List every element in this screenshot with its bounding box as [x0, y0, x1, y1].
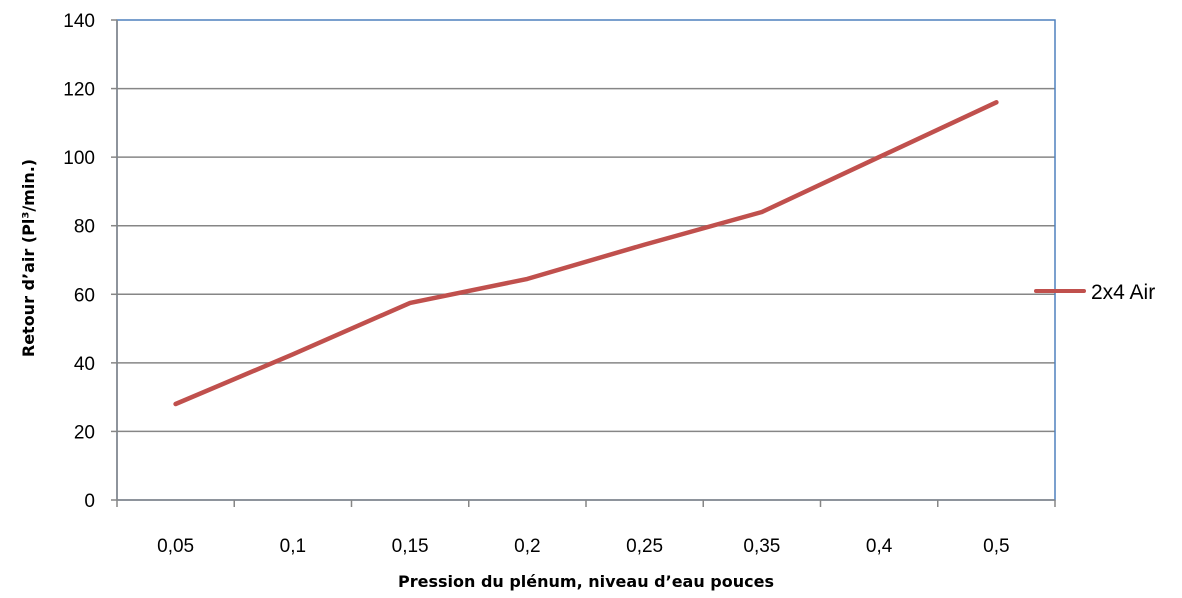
y-tick-label: 140 [63, 11, 95, 32]
y-tick-label: 20 [74, 422, 95, 443]
y-tick-label: 80 [74, 217, 95, 238]
x-tick-label: 0,25 [626, 536, 663, 557]
x-tick-label: 0,4 [866, 536, 893, 557]
y-tick-label: 40 [74, 354, 95, 375]
series-line-2x4-air [173, 100, 999, 407]
x-axis-title: Pression du plénum, niveau d’eau pouces [398, 572, 774, 591]
axes [111, 19, 1056, 507]
x-tick-label: 0,2 [514, 536, 540, 557]
legend-label-2x4-air: 2x4 Air [1091, 281, 1155, 304]
y-tick-label: 0 [84, 491, 95, 512]
y-tick-label: 120 [63, 80, 95, 101]
x-tick-label: 0,05 [157, 536, 194, 557]
y-axis-title: Retour d’air (Pl³/min.) [19, 159, 38, 357]
x-tick-label: 0,35 [743, 536, 780, 557]
x-tick-label: 0,5 [983, 536, 1009, 557]
x-tick-label: 0,15 [392, 536, 429, 557]
y-tick-label: 60 [74, 285, 95, 306]
series-lines [173, 100, 999, 407]
y-tick-label: 100 [63, 148, 95, 169]
legend: 2x4 Air [1034, 281, 1155, 304]
x-axis-tick-labels: 0,05 0,1 0,15 0,2 0,25 0,35 0,4 0,5 [157, 536, 1009, 557]
y-axis-tick-labels: 0 20 40 60 80 100 120 140 [63, 11, 95, 512]
x-tick-label: 0,1 [280, 536, 306, 557]
